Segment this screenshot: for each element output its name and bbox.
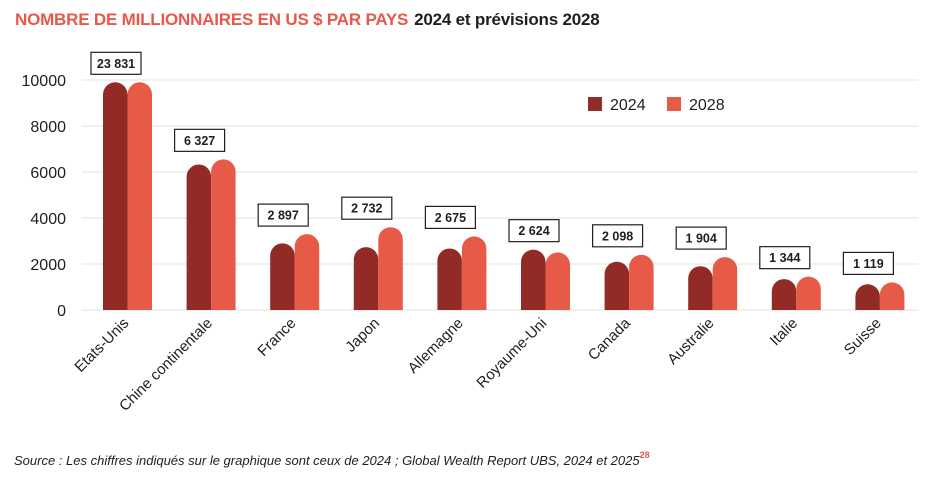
data-label: 2 098 (591, 224, 644, 248)
source-text: Source : Les chiffres indiqués sur le gr… (14, 453, 640, 468)
bar-2024 (103, 82, 128, 310)
bar-2024 (855, 284, 880, 310)
legend-label-2024: 2024 (610, 97, 646, 114)
bar-2028 (629, 254, 654, 310)
bar-2024 (270, 243, 295, 310)
chart-title-sub: 2024 et prévisions 2028 (414, 10, 600, 29)
data-label-text: 2 624 (518, 224, 549, 238)
data-label-box (591, 224, 644, 248)
x-tick-label: Suisse (841, 315, 885, 359)
bar-2024 (186, 164, 212, 310)
x-tick-label: Chine continentale (116, 315, 216, 415)
legend-swatch-2028 (667, 97, 681, 111)
data-labels: 23 831 6 327 2 897 2 732 2 675 2 624 2 098 1 90… (90, 51, 895, 275)
data-label-text: 1 344 (769, 251, 800, 265)
legend-label-2028: 2028 (689, 97, 725, 114)
bar-2028 (796, 276, 821, 310)
bar-2028 (712, 257, 738, 310)
x-tick-label: Japon (342, 315, 383, 356)
y-tick-label: 0 (57, 303, 66, 320)
y-tick-label: 6000 (30, 165, 66, 182)
bar-2024 (353, 247, 379, 310)
y-tick-label: 4000 (30, 211, 66, 228)
data-label-text: 2 732 (351, 202, 382, 216)
bar-2028 (461, 236, 487, 310)
source-note: Source : Les chiffres indiqués sur le gr… (14, 450, 650, 468)
x-tick-label: Royaume-Uni (473, 315, 550, 392)
data-label-box (424, 205, 476, 229)
data-label-text: 6 327 (184, 134, 215, 148)
data-label-box (90, 51, 142, 75)
data-label: 1 904 (675, 226, 727, 250)
bar-2028 (294, 234, 320, 310)
data-label-text: 1 119 (853, 257, 884, 271)
bar-2028 (127, 82, 152, 310)
x-tick-label: Canada (585, 314, 635, 364)
y-axis: 0 2000 4000 6000 8000 10000 (22, 73, 67, 320)
chart-title: NOMBRE DE MILLIONNAIRES EN US $ PAR PAYS… (15, 10, 600, 30)
data-label-box (508, 219, 560, 243)
y-tick-label: 8000 (30, 119, 66, 136)
bar-2028 (211, 159, 236, 310)
data-label-text: 2 675 (435, 211, 466, 225)
data-label-text: 2 897 (268, 209, 299, 223)
x-tick-label: Etats-Unis (71, 315, 132, 376)
data-label-text: 2 098 (602, 229, 633, 243)
data-label: 6 327 (174, 128, 226, 152)
y-tick-label: 10000 (22, 73, 67, 90)
bar-2024 (688, 266, 713, 310)
data-label-box (675, 226, 727, 250)
data-label: 2 624 (508, 219, 560, 243)
x-tick-label: Italie (767, 315, 801, 349)
bar-2024 (771, 279, 797, 310)
data-label-box (842, 251, 895, 275)
x-tick-label: Allemagne (405, 315, 467, 377)
bar-2024 (437, 248, 462, 310)
data-label: 1 344 (759, 246, 811, 270)
bars (103, 82, 905, 310)
data-label: 2 897 (257, 203, 309, 227)
data-label-text: 23 831 (97, 57, 135, 71)
chart-title-main: NOMBRE DE MILLIONNAIRES EN US $ PAR PAYS (15, 10, 409, 29)
legend-swatch-2024 (588, 97, 602, 111)
data-label: 2 732 (341, 196, 393, 220)
bar-2028 (879, 282, 905, 310)
data-label-box (174, 128, 226, 152)
bar-2028 (378, 227, 403, 310)
data-label-box (759, 246, 811, 270)
bar-2024 (604, 261, 630, 310)
data-label: 1 119 (842, 251, 895, 275)
data-label-box (341, 196, 393, 220)
footnote-ref: 28 (639, 450, 650, 460)
x-tick-label: France (254, 315, 299, 360)
data-label-box (257, 203, 309, 227)
bar-2028 (545, 252, 570, 310)
data-label: 23 831 (90, 51, 142, 75)
y-tick-label: 2000 (30, 257, 66, 274)
legend: 2024 2028 (588, 97, 725, 114)
x-tick-label: Australie (664, 315, 717, 368)
data-label: 2 675 (424, 205, 476, 229)
bar-2024 (521, 249, 546, 310)
data-label-text: 1 904 (686, 232, 717, 246)
